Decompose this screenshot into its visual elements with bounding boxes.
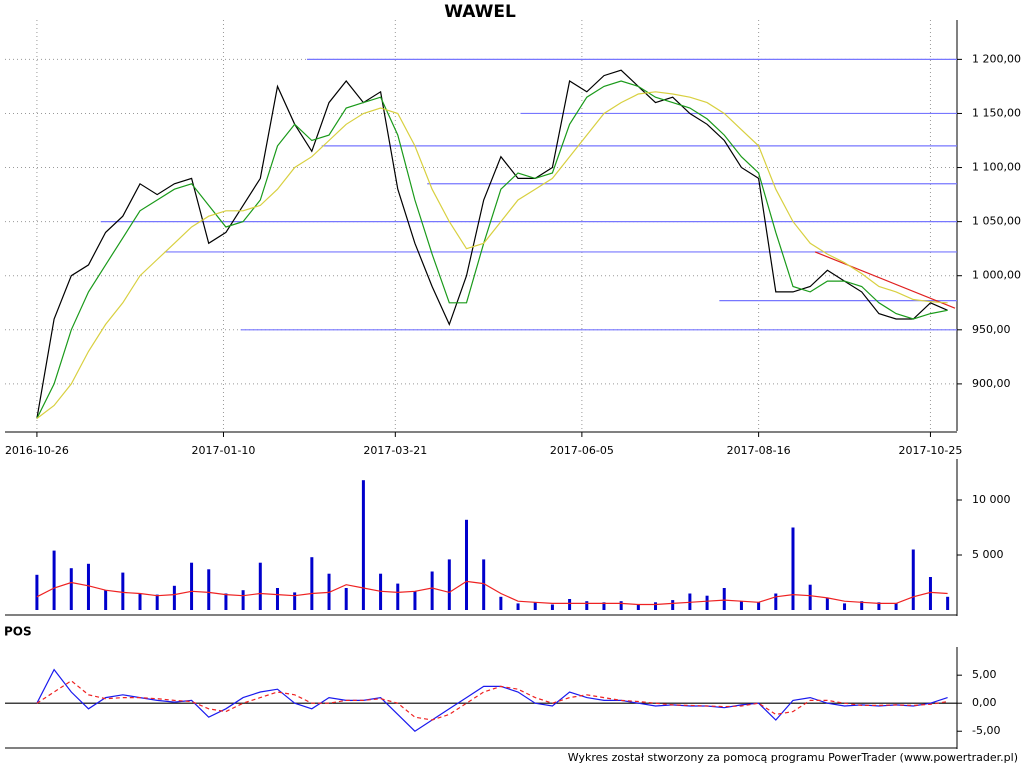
volume-bar xyxy=(155,594,159,610)
x-tick-label: 2017-06-05 xyxy=(550,444,614,457)
volume-bar xyxy=(86,563,90,610)
series-line xyxy=(36,91,948,419)
y-tick-label: 1 100,00 xyxy=(972,161,1021,174)
volume-bar xyxy=(602,602,606,610)
volume-bar xyxy=(52,550,56,610)
volume-bar xyxy=(310,557,314,610)
volume-bar xyxy=(911,549,915,610)
volume-bar xyxy=(361,480,365,610)
volume-bar xyxy=(447,559,451,610)
series-line xyxy=(36,680,948,721)
trend-line xyxy=(814,251,956,309)
volume-bar xyxy=(241,590,245,610)
y-tick-label: 1 050,00 xyxy=(972,215,1021,228)
volume-bar xyxy=(739,601,743,610)
volume-bar xyxy=(516,603,520,610)
volume-bar xyxy=(430,571,434,610)
volume-bar xyxy=(121,572,125,610)
volume-bar xyxy=(275,588,279,610)
volume-bar xyxy=(172,585,176,610)
volume-bar xyxy=(69,568,73,610)
volume-bar xyxy=(293,592,297,610)
volume-bar xyxy=(928,577,932,610)
volume-bar xyxy=(671,600,675,610)
footer: Wykres został stworzony za pomocą progra… xyxy=(568,751,1018,764)
y-tick-label: 900,00 xyxy=(972,377,1011,390)
volume-bar xyxy=(619,601,623,610)
volume-bar xyxy=(190,562,194,610)
x-tick-label: 2017-08-16 xyxy=(727,444,791,457)
y-tick-label: 5 000 xyxy=(972,548,1004,561)
volume-bar xyxy=(808,584,812,610)
volume-bar xyxy=(894,603,898,610)
series-line xyxy=(36,80,948,419)
volume-bar xyxy=(843,603,847,610)
x-tick-label: 2017-03-21 xyxy=(363,444,427,457)
volume-bar xyxy=(104,590,108,610)
series-line xyxy=(36,668,948,732)
volume-bar xyxy=(585,601,589,610)
y-tick-label: 10 000 xyxy=(972,493,1011,506)
y-tick-label: 0,00 xyxy=(972,696,997,709)
y-tick-label: 1 200,00 xyxy=(972,52,1021,65)
x-tick-label: 2017-01-10 xyxy=(192,444,256,457)
volume-bar xyxy=(224,593,228,610)
volume-bar xyxy=(413,591,417,610)
volume-bar xyxy=(722,588,726,610)
x-tick-label: 2016-10-26 xyxy=(5,444,69,457)
panel-title: POS xyxy=(4,625,32,639)
volume-bar xyxy=(568,599,572,610)
volume-bar xyxy=(499,596,503,610)
volume-bar xyxy=(860,601,864,610)
y-tick-label: 1 150,00 xyxy=(972,106,1021,119)
volume-bar xyxy=(464,519,468,610)
volume-bar xyxy=(877,602,881,610)
x-tick-label: 2017-10-25 xyxy=(898,444,962,457)
volume-bar xyxy=(946,596,950,610)
y-tick-label: 5,00 xyxy=(972,668,997,681)
y-tick-label: -5,00 xyxy=(972,724,1000,737)
series-line xyxy=(36,580,948,606)
volume-bar xyxy=(138,593,142,610)
volume-bar xyxy=(35,574,39,610)
volume-bar xyxy=(654,602,658,610)
volume-bar xyxy=(774,593,778,610)
volume-bar xyxy=(207,569,211,610)
y-tick-label: 950,00 xyxy=(972,323,1011,336)
chart-title: WAWEL xyxy=(444,2,516,22)
volume-bar xyxy=(550,604,554,610)
volume-bar xyxy=(825,597,829,610)
volume-bar xyxy=(705,595,709,610)
volume-bar xyxy=(482,559,486,610)
series-line xyxy=(36,69,948,419)
volume-bar xyxy=(533,602,537,610)
volume-bar xyxy=(636,604,640,610)
volume-bar xyxy=(791,527,795,610)
volume-bar xyxy=(396,583,400,610)
y-tick-label: 1 000,00 xyxy=(972,269,1021,282)
volume-bar xyxy=(757,602,761,610)
volume-bar xyxy=(344,588,348,610)
volume-bar xyxy=(258,562,262,610)
